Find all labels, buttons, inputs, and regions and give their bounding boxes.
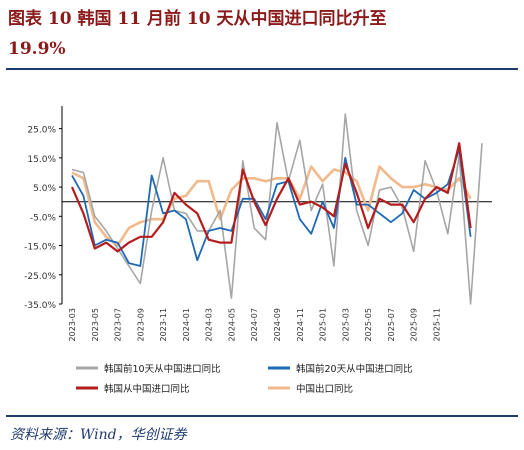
figure-title-line-2: 19.9%: [8, 39, 66, 59]
top-rule: [6, 68, 518, 70]
x-tick-label: 2023-07: [114, 308, 123, 341]
x-tick-label: 2024-05: [227, 308, 236, 341]
figure-title-line-1: 图表 10 韩国 11 月前 10 天从中国进口同比升至: [8, 9, 387, 29]
x-tick-label: 2025-07: [387, 308, 396, 341]
x-tick-label: 2023-05: [91, 308, 100, 341]
x-tick-label: 2025-11: [432, 308, 441, 341]
x-tick-label: 2023-11: [159, 308, 168, 341]
legend-label: 中国出口同比: [296, 383, 353, 395]
x-tick-label: 2024-11: [296, 308, 305, 341]
legend-label: 韩国从中国进口同比: [104, 383, 190, 395]
x-tick-label: 2025-09: [410, 308, 419, 341]
x-tick-label: 2024-01: [182, 308, 191, 341]
y-tick-label: -25.0%: [24, 272, 56, 282]
legend-label: 韩国前10天从中国进口同比: [104, 363, 221, 375]
y-tick-label: 25.0%: [27, 126, 56, 136]
y-tick-label: 15.0%: [27, 155, 56, 165]
legend-label: 韩国前20天从中国进口同比: [296, 363, 413, 375]
y-tick-label: 5.0%: [33, 184, 56, 194]
x-tick-label: 2024-07: [250, 308, 259, 341]
series-line: [70, 142, 472, 253]
x-tick-label: 2025-01: [319, 308, 328, 341]
series-line: [71, 113, 483, 305]
source-note: 资料来源：Wind，华创证券: [10, 427, 187, 443]
chart-axes: 25.0% 15.0% 5.0% -5.0% -15.0% -25.0% -35.0% 202…: [24, 106, 492, 341]
line-chart: 25.0% 15.0% 5.0% -5.0% -15.0% -25.0% -35.0% 202…: [24, 106, 492, 395]
x-tick-label: 2025-05: [364, 308, 373, 341]
x-tick-label: 2025-03: [341, 308, 350, 341]
y-tick-label: -35.0%: [24, 301, 56, 311]
x-tick-label: 2024-03: [205, 308, 214, 341]
x-tick-label: 2024-09: [273, 308, 282, 341]
x-tick-label: 2023-03: [68, 308, 77, 341]
figure-title: 图表 10 韩国 11 月前 10 天从中国进口同比升至 19.9%: [8, 4, 518, 64]
y-tick-label: -15.0%: [24, 243, 56, 253]
series-line: [71, 148, 472, 267]
chart-series: [70, 113, 483, 305]
y-tick-label: -5.0%: [30, 213, 57, 223]
bottom-rule: [6, 415, 518, 417]
x-tick-label: 2023-09: [136, 308, 145, 341]
